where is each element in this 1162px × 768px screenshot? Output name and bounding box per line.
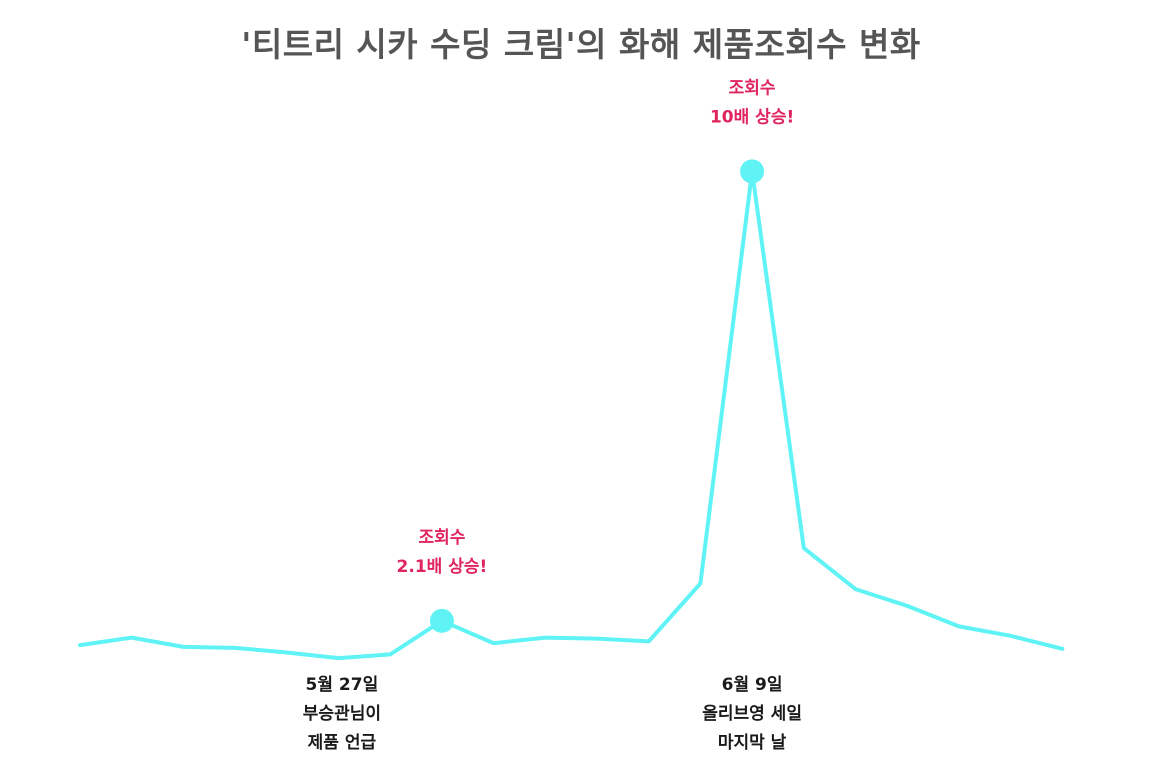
event-label-1-line-3: 제품 언급 [308, 733, 377, 753]
event-label-2-line-1: 6월 9일 [722, 675, 783, 695]
event-label-2-line-2: 올리브영 세일 [702, 704, 802, 724]
event-label-1-line-1: 5월 27일 [306, 675, 379, 695]
annotation-1-line-2: 2.1배 상승! [397, 557, 488, 577]
chart-title: '티트리 시카 수딩 크림'의 화해 제품조회수 변화 [241, 25, 921, 64]
event-label-2-line-3: 마지막 날 [718, 733, 787, 753]
event-label-1-line-2: 부승관님이 [303, 704, 381, 724]
series-line [78, 169, 1065, 661]
highlight-point-2 [740, 159, 765, 184]
annotation-2-line-1: 조회수 [729, 78, 776, 98]
annotation-1-line-1: 조회수 [418, 528, 465, 548]
annotation-2-line-2: 10배 상승! [710, 107, 794, 127]
highlight-point-1 [429, 608, 454, 633]
